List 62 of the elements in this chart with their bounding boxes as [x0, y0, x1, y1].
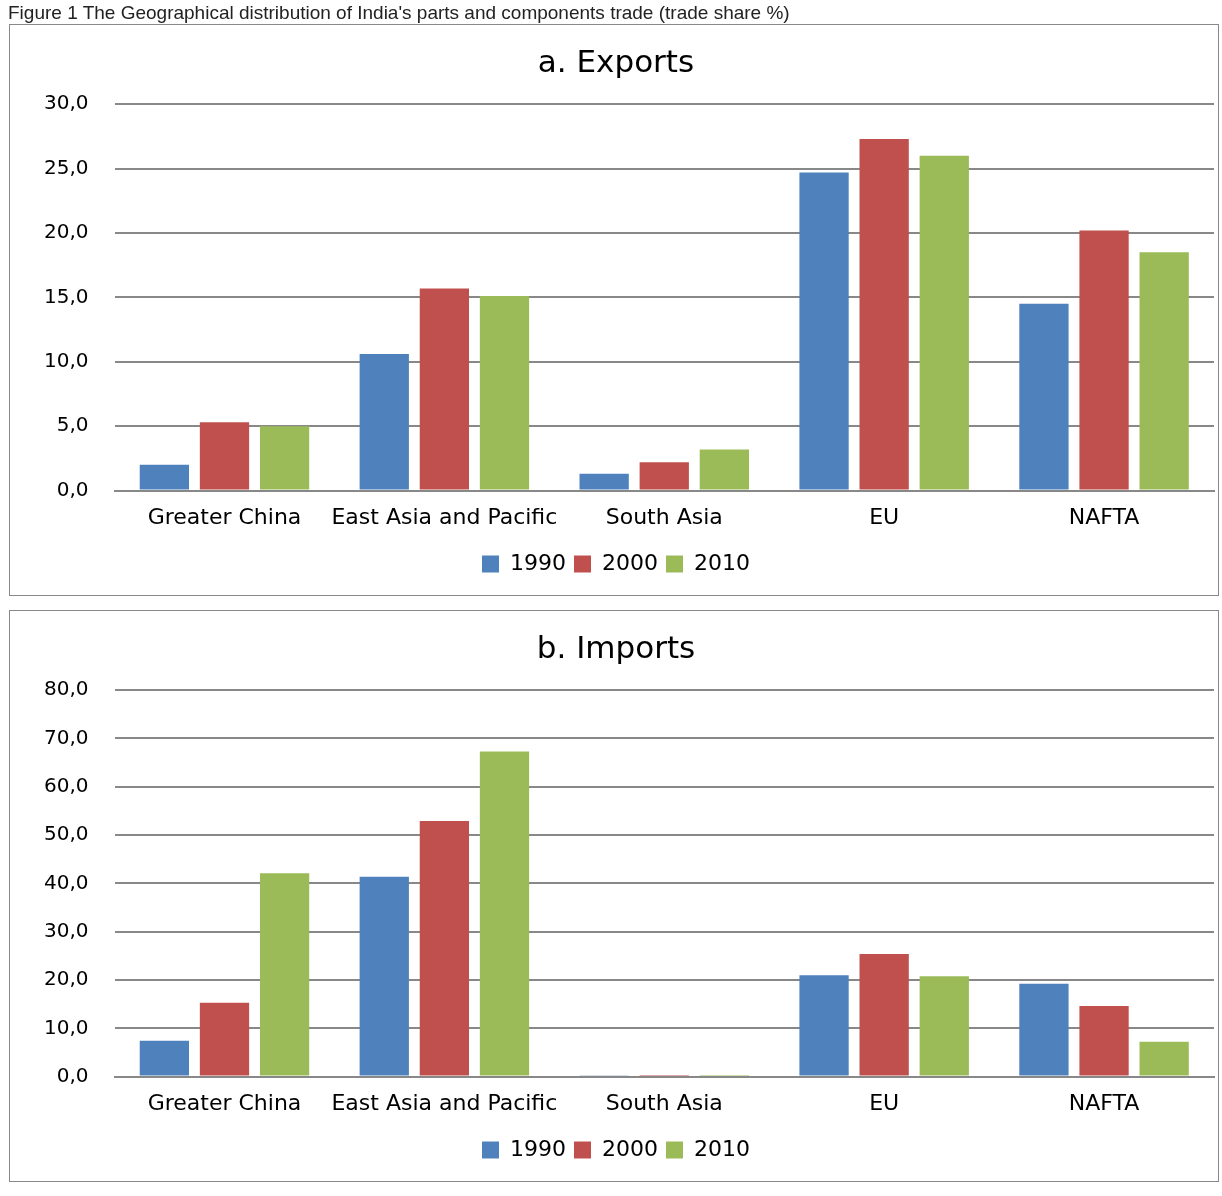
bar	[199, 422, 250, 490]
x-tick-label: East Asia and Pacific	[331, 1089, 558, 1115]
y-tick-label: 5,0	[56, 412, 89, 437]
bar	[1079, 230, 1129, 490]
bar	[919, 155, 969, 490]
x-tick-label: South Asia	[605, 1089, 723, 1115]
bar	[699, 449, 750, 490]
bar	[199, 1002, 250, 1076]
y-tick-label: 30,0	[44, 90, 89, 115]
bar	[359, 876, 409, 1076]
legend-label: 2010	[693, 549, 750, 575]
y-tick-label: 0,0	[56, 1062, 89, 1087]
x-tick-label: Greater China	[147, 503, 302, 529]
x-tick-label: NAFTA	[1068, 503, 1140, 529]
y-tick-label: 0,0	[56, 476, 89, 501]
y-tick-label: 30,0	[44, 917, 89, 942]
x-tick-label: South Asia	[605, 503, 723, 529]
bar	[1139, 252, 1189, 490]
bar	[1019, 983, 1069, 1076]
legend-label: 2000	[602, 1135, 659, 1161]
y-tick-label: 10,0	[44, 1014, 89, 1039]
x-tick-label: NAFTA	[1068, 1089, 1140, 1115]
bar	[259, 873, 310, 1076]
bar	[799, 172, 849, 490]
bar	[419, 288, 470, 490]
bar	[419, 821, 470, 1076]
bar	[139, 464, 190, 490]
y-tick-label: 20,0	[44, 966, 89, 991]
legend-label: 1990	[510, 549, 567, 575]
bar	[799, 975, 849, 1076]
y-tick-label: 80,0	[44, 676, 89, 701]
x-tick-label: Greater China	[147, 1089, 302, 1115]
bar	[259, 426, 310, 490]
y-tick-label: 60,0	[44, 773, 89, 797]
bar	[859, 138, 909, 490]
bar	[479, 751, 530, 1076]
bar	[919, 976, 969, 1076]
bar	[859, 953, 909, 1076]
legend-label: 1990	[510, 1135, 567, 1161]
y-tick-label: 70,0	[44, 724, 89, 749]
chart-title: a. Exports	[537, 42, 695, 79]
bar	[479, 296, 530, 490]
y-tick-label: 40,0	[44, 869, 89, 894]
x-tick-label: EU	[869, 1089, 900, 1115]
y-tick-label: 20,0	[44, 219, 89, 244]
y-tick-label: 50,0	[44, 821, 89, 846]
bar	[579, 473, 629, 490]
legend-label: 2000	[602, 549, 659, 575]
bar	[1019, 303, 1069, 490]
x-tick-label: EU	[869, 503, 900, 529]
y-tick-label: 15,0	[44, 283, 89, 308]
x-tick-label: East Asia and Pacific	[331, 503, 558, 529]
chart-title: b. Imports	[536, 628, 696, 665]
bar	[1139, 1041, 1189, 1076]
caption: Figure 1 The Geographical distribution of India's parts and components trade (trade share %)	[7, 1, 791, 24]
y-tick-label: 25,0	[44, 154, 89, 179]
bar	[639, 462, 689, 490]
bar	[1079, 1006, 1129, 1076]
legend-label: 2010	[693, 1135, 750, 1161]
bar	[139, 1040, 190, 1076]
bar	[359, 354, 409, 490]
y-tick-label: 10,0	[44, 348, 89, 372]
